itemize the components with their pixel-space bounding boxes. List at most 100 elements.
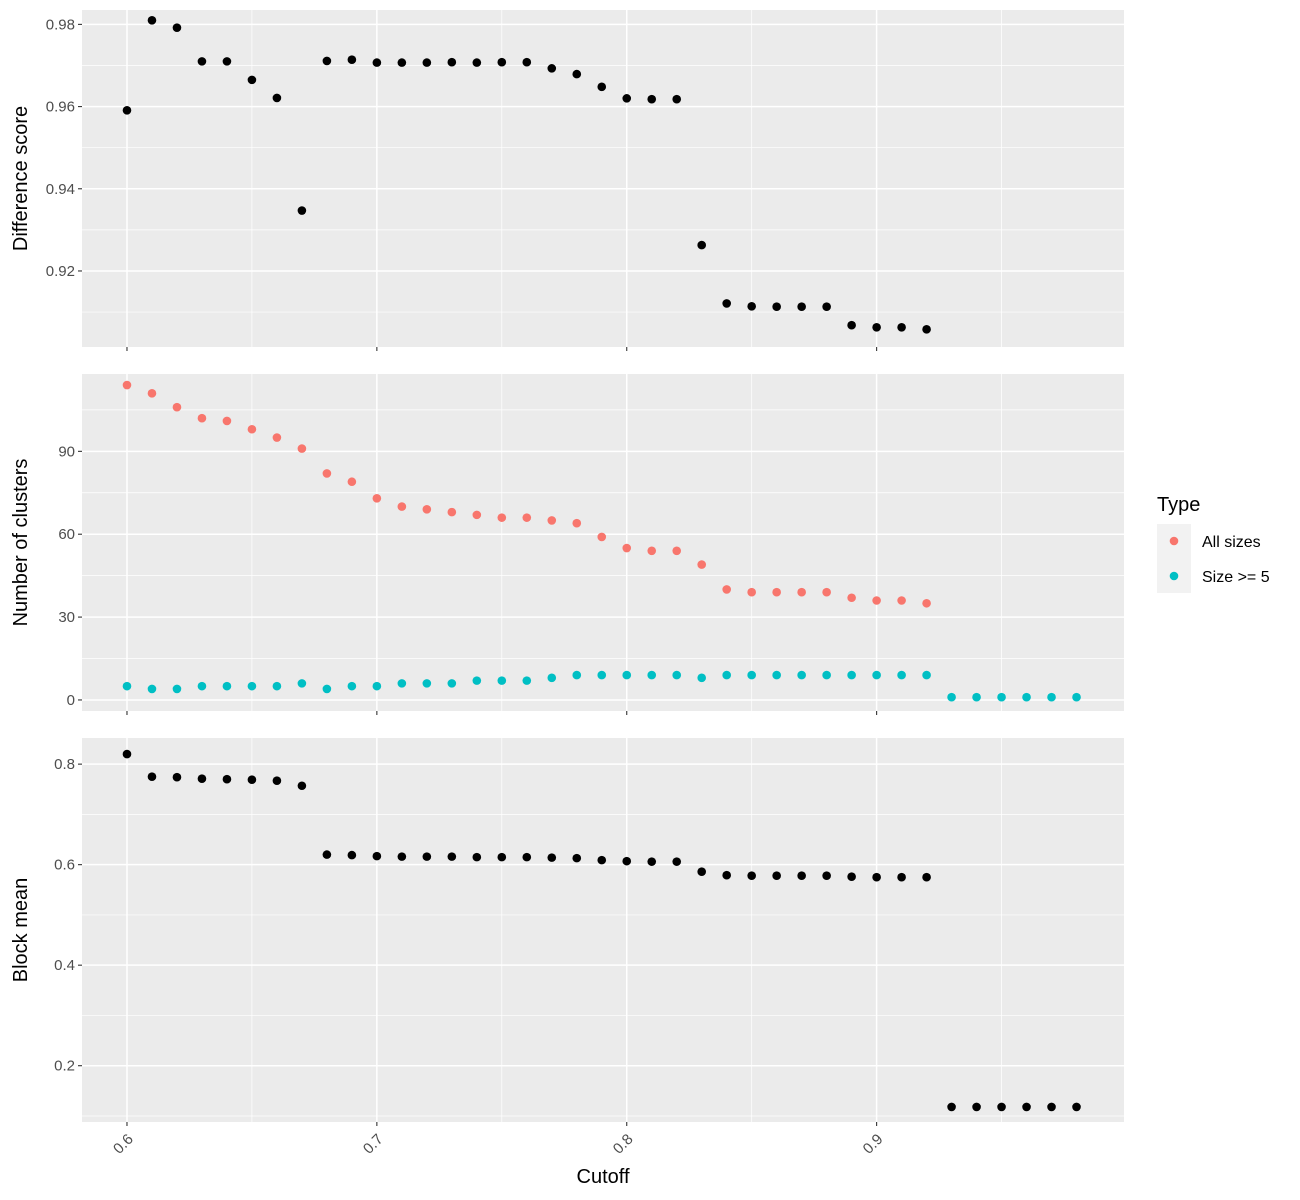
panels-layer: 0.92 0.94 0.96 0.98 Difference score 0 30 60 90 N…: [10, 10, 1124, 1126]
data-point: [822, 670, 831, 680]
data-point: [747, 587, 756, 597]
data-point: [797, 587, 806, 597]
data-point: [622, 543, 632, 553]
data-point: [297, 444, 307, 453]
legend-key-background: [1157, 524, 1191, 593]
data-point: [622, 94, 632, 103]
data-point: [747, 302, 756, 311]
data-point: [497, 852, 507, 862]
x-tick-label: 0.6: [110, 1131, 137, 1158]
data-point: [547, 516, 557, 525]
data-point: [872, 596, 881, 605]
y-tick-label: 90: [58, 443, 75, 460]
data-point: [372, 494, 382, 503]
y-tick-label: 0.98: [46, 16, 75, 33]
data-point: [697, 560, 707, 569]
data-point: [447, 57, 457, 67]
data-point: [772, 670, 781, 680]
data-point: [722, 299, 731, 308]
data-point: [822, 587, 831, 597]
data-point: [722, 670, 731, 680]
data-point: [972, 692, 981, 702]
data-point: [697, 240, 707, 250]
data-point: [622, 856, 632, 866]
data-point: [497, 676, 507, 685]
data-point: [972, 1102, 981, 1112]
data-point: [797, 670, 806, 680]
data-point: [222, 774, 232, 784]
data-point: [647, 546, 657, 556]
y-tick-label: 0: [67, 692, 75, 709]
data-point: [897, 670, 906, 680]
data-point: [272, 93, 282, 103]
data-point: [297, 679, 307, 688]
data-point: [347, 477, 357, 487]
data-point: [197, 681, 207, 691]
data-point: [747, 871, 756, 881]
data-point: [922, 872, 931, 882]
series-difference-score: [122, 15, 931, 334]
data-point: [397, 502, 407, 511]
panel-background: [82, 738, 1124, 1122]
data-point: [722, 585, 731, 594]
data-point: [472, 852, 482, 862]
data-point: [822, 302, 831, 312]
data-point: [847, 872, 856, 882]
data-point: [497, 57, 507, 67]
data-point: [447, 507, 457, 517]
data-point: [272, 776, 282, 786]
data-point: [822, 871, 831, 881]
data-point: [522, 676, 532, 685]
data-point: [647, 670, 657, 680]
data-point: [122, 681, 132, 691]
data-point: [1072, 1102, 1081, 1112]
data-point: [772, 587, 781, 597]
data-point: [222, 57, 232, 66]
legend: Type All sizes Size >= 5: [1157, 494, 1270, 593]
data-point: [997, 692, 1006, 702]
data-point: [572, 69, 582, 79]
y-axis-title: Block mean: [10, 878, 32, 983]
data-point: [1047, 1102, 1056, 1112]
data-point: [622, 670, 632, 680]
data-point: [522, 57, 532, 67]
data-point: [872, 670, 881, 680]
data-point: [547, 64, 557, 73]
y-tick-label: 0.8: [54, 756, 75, 773]
data-point: [422, 679, 432, 688]
y-tick-label: 0.4: [54, 957, 75, 974]
data-point: [122, 380, 132, 390]
data-point: [897, 322, 906, 332]
data-point: [922, 598, 931, 608]
legend-key-all-sizes: [1169, 536, 1179, 546]
data-point: [672, 857, 682, 866]
data-point: [322, 56, 332, 66]
data-point: [297, 781, 307, 791]
data-point: [397, 58, 407, 67]
data-point: [547, 853, 557, 862]
y-axis-title: Number of clusters: [10, 459, 32, 627]
data-point: [797, 871, 806, 881]
data-point: [397, 852, 407, 861]
data-point: [847, 670, 856, 680]
series-block-mean: [122, 749, 1081, 1112]
data-point: [597, 855, 607, 865]
data-point: [247, 424, 257, 434]
data-point: [1022, 1102, 1031, 1112]
y-tick-label: 60: [58, 526, 75, 543]
data-point: [422, 852, 432, 861]
x-tick-label: 0.8: [610, 1131, 637, 1158]
data-point: [747, 670, 756, 680]
data-point: [247, 75, 257, 85]
data-point: [547, 673, 557, 683]
data-point: [847, 593, 856, 603]
data-point: [147, 15, 157, 25]
data-point: [947, 692, 956, 702]
series-size-5: [122, 670, 1081, 702]
x-axis-title: Cutoff: [577, 1166, 630, 1188]
data-point: [222, 681, 232, 691]
data-point: [172, 23, 182, 32]
legend-key-size-5: [1169, 571, 1179, 581]
panel-block-mean: 0.2 0.4 0.6 0.8 Block mean: [10, 738, 1124, 1126]
data-point: [447, 679, 457, 688]
